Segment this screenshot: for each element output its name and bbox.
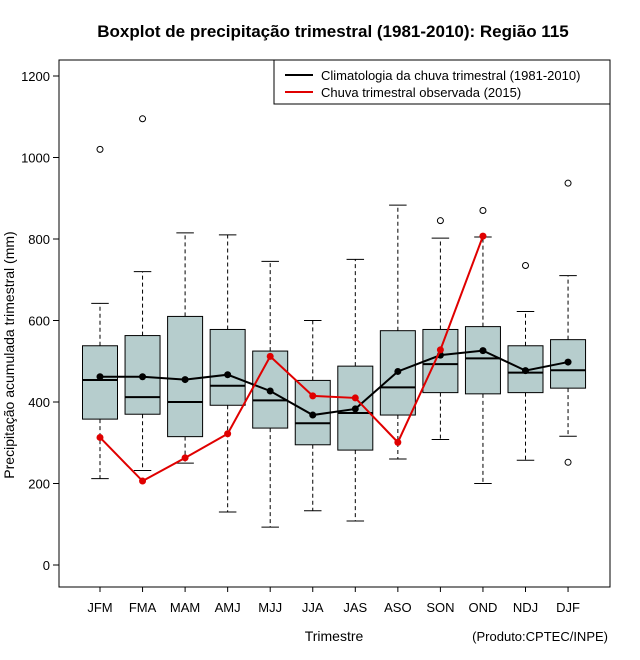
legend: Climatologia da chuva trimestral (1981-2… xyxy=(273,59,611,105)
box-ASO xyxy=(379,204,416,460)
series-point xyxy=(181,376,189,384)
y-tick-label: 1000 xyxy=(21,151,50,166)
box-JFM xyxy=(82,145,118,480)
box-OND xyxy=(464,206,501,484)
y-tick-label: 200 xyxy=(28,477,50,492)
series-point xyxy=(139,373,147,381)
series-observed-2015 xyxy=(96,232,487,485)
series-point xyxy=(224,371,232,379)
box-MAM xyxy=(167,232,204,464)
x-tick-label: MAM xyxy=(170,600,200,615)
series-point xyxy=(351,394,359,402)
x-tick-label: ASO xyxy=(384,600,411,615)
outlier-point xyxy=(436,217,444,225)
y-tick-label: 1200 xyxy=(21,69,50,84)
outlier-point xyxy=(479,206,487,214)
series-point xyxy=(266,352,274,360)
box-iqr xyxy=(209,328,246,406)
series-point xyxy=(479,232,487,240)
x-tick-label: FMA xyxy=(129,600,157,615)
outlier-point xyxy=(564,179,572,187)
lines-layer xyxy=(96,232,572,485)
series-point xyxy=(139,477,147,485)
series-point xyxy=(96,373,104,381)
x-tick-label: SON xyxy=(426,600,454,615)
outlier-point xyxy=(96,145,104,153)
x-tick-label: DJF xyxy=(556,600,580,615)
series-line xyxy=(100,349,569,417)
box-DJF xyxy=(550,179,587,466)
series-line xyxy=(99,235,484,483)
y-tick-label: 600 xyxy=(28,314,50,329)
box-JAS xyxy=(337,258,374,522)
outlier-point xyxy=(139,115,147,123)
x-tick-label: JAS xyxy=(343,600,367,615)
credit-text: (Produto:CPTEC/INPE) xyxy=(472,629,608,644)
series-point xyxy=(351,405,359,413)
x-tick-label: JJA xyxy=(302,600,324,615)
series-point xyxy=(436,346,444,354)
box-iqr xyxy=(422,328,459,394)
series-climatology xyxy=(96,347,572,419)
box-FMA xyxy=(124,115,161,471)
outlier-point xyxy=(564,458,572,466)
x-tick-label: MJJ xyxy=(258,600,282,615)
box-iqr xyxy=(82,345,118,420)
x-tick-label: JFM xyxy=(87,600,112,615)
y-tick-label: 800 xyxy=(28,232,50,247)
series-point xyxy=(181,454,189,462)
series-point xyxy=(96,433,104,441)
boxes-layer xyxy=(82,115,587,528)
series-point xyxy=(394,367,402,375)
plot-frame xyxy=(58,59,611,588)
legend-label: Chuva trimestral observada (2015) xyxy=(321,85,521,100)
legend-label: Climatologia da chuva trimestral (1981-2… xyxy=(321,68,580,83)
box-AMJ xyxy=(209,234,246,513)
series-point xyxy=(522,367,529,375)
x-tick-label: NDJ xyxy=(513,600,538,615)
box-NDJ xyxy=(507,261,544,461)
y-axis-label: Precipitação acumulada trimestral (mm) xyxy=(1,231,17,478)
legend-box xyxy=(273,59,611,105)
axes-layer: 0 200 400 600 800 1000 1200 JFM FMA MAM AMJ MJJ JJA J… xyxy=(21,69,580,615)
series-point xyxy=(564,358,572,366)
series-point xyxy=(309,411,317,419)
y-tick-label: 400 xyxy=(28,395,50,410)
box-iqr xyxy=(464,326,501,395)
x-tick-label: OND xyxy=(469,600,498,615)
series-point xyxy=(394,438,402,446)
y-tick-label: 0 xyxy=(43,558,50,573)
series-point xyxy=(309,392,317,400)
x-tick-label: AMJ xyxy=(215,600,241,615)
series-point xyxy=(479,347,487,355)
box-SON xyxy=(422,217,459,440)
series-point xyxy=(224,430,232,438)
x-axis-label: Trimestre xyxy=(305,628,364,644)
series-point xyxy=(266,387,274,395)
outlier-point xyxy=(522,261,529,269)
chart-title: Boxplot de precipitação trimestral (1981… xyxy=(97,22,568,41)
